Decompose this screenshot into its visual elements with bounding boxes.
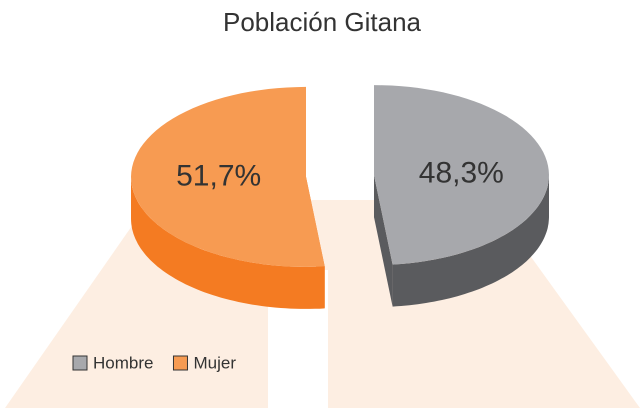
chart-title: Población Gitana [223, 7, 422, 37]
legend-swatch [72, 355, 88, 371]
legend-swatch [172, 355, 188, 371]
slice-cut-face [374, 175, 393, 307]
slice [131, 86, 325, 267]
legend-label: Mujer [193, 353, 236, 372]
data-label: 51,7% [176, 159, 261, 192]
slice [374, 85, 549, 265]
slice-side [131, 176, 325, 309]
legend-label: Hombre [93, 353, 153, 372]
data-label: 48,3% [419, 157, 504, 190]
slice-side [392, 175, 549, 307]
